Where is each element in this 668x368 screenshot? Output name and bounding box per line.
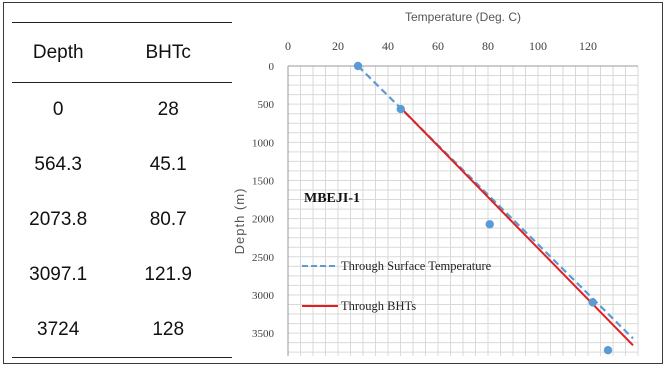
y-tick-label: 1500: [252, 175, 275, 187]
bht-table: Depth BHTc 0 28 564.3 45.1 2073.8 80.7 3…: [12, 22, 232, 358]
data-point: [588, 298, 597, 307]
x-tick-label: 60: [432, 39, 444, 53]
y-tick-label: 2500: [252, 252, 275, 264]
data-point: [396, 104, 405, 114]
data-point: [603, 346, 613, 355]
surface-temperature-trend-line: [357, 65, 634, 340]
header-bhtc: BHTc: [104, 22, 232, 83]
header-depth: Depth: [12, 22, 105, 83]
x-tick-label: 80: [482, 39, 494, 53]
x-tick-label: 40: [382, 39, 394, 53]
bhtc-cell: 80.7: [149, 209, 187, 230]
well-annotation: MBEJI-1: [304, 191, 360, 206]
depth-cell: 3097.1: [29, 264, 88, 285]
depth-cell: 0: [52, 99, 64, 121]
table-row: 3097.1 121.9: [12, 248, 232, 303]
y-tick-label: 1000: [252, 137, 275, 149]
table-header-row: Depth BHTc: [12, 22, 232, 83]
bhtc-cell: 128: [104, 302, 232, 358]
y-tick-label: 500: [258, 99, 275, 111]
x-axis-title: Temperature (Deg. C): [405, 10, 521, 24]
table-row: 3724 128: [12, 302, 232, 358]
table-row: 0 28: [12, 83, 232, 138]
legend-label: Through Surface Temperature: [341, 259, 492, 273]
legend-label: Through BHTs: [341, 299, 416, 313]
y-axis-title: Depth (m): [232, 188, 247, 255]
y-tick-label: 0: [269, 61, 275, 73]
x-tick-label: 20: [332, 39, 344, 53]
temperature-depth-chart: 0 20 40 60 80 100 120 0 500 1000 1500 2000 2500 3000 3…: [232, 10, 639, 356]
x-tick-label: 120: [579, 39, 597, 53]
y-tick-label: 2000: [252, 214, 275, 226]
depth-cell: 3724: [12, 302, 105, 358]
data-point: [485, 220, 494, 229]
depth-cell: 2073.8: [29, 209, 88, 230]
bht-trend-line: [399, 106, 634, 347]
y-tick-label: 3500: [252, 328, 275, 340]
y-tick-label: 3000: [252, 290, 275, 302]
x-tick-label: 0: [285, 39, 291, 53]
bhtc-cell: 121.9: [144, 264, 192, 285]
x-tick-label: 100: [529, 39, 547, 53]
data-point: [353, 61, 363, 71]
table-row: 2073.8 80.7: [12, 193, 232, 248]
bhtc-cell: 28: [157, 99, 179, 121]
depth-cell: 564.3: [34, 154, 82, 175]
table-row: 564.3 45.1: [12, 138, 232, 193]
bhtc-cell: 45.1: [149, 154, 187, 175]
